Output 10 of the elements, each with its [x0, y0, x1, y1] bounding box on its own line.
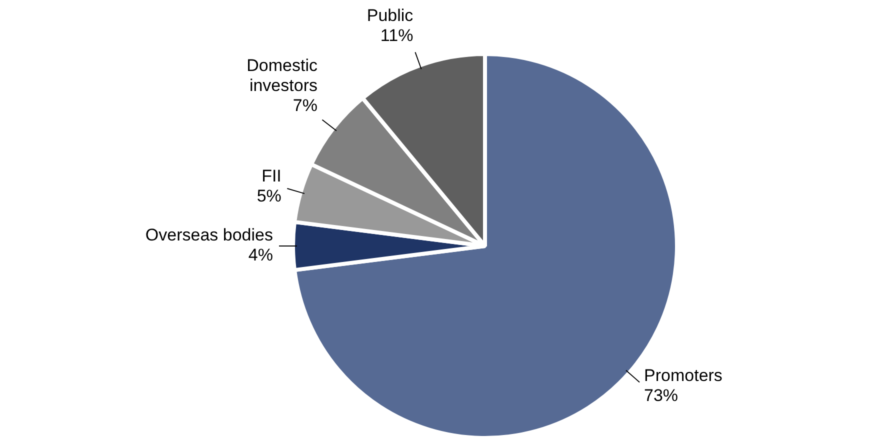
slice-label: FII: [262, 166, 282, 186]
slice-label: Domestic investors: [246, 56, 318, 95]
data-label: 11%: [380, 26, 414, 46]
data-label: 7%: [292, 96, 318, 115]
data-label: 5%: [256, 186, 282, 206]
data-label: 4%: [248, 246, 273, 265]
data-label: 73%: [644, 386, 678, 405]
slice-label: Promoters: [644, 366, 722, 385]
slice-label: Overseas bodies: [145, 226, 273, 245]
slice-label: Public: [366, 6, 414, 26]
